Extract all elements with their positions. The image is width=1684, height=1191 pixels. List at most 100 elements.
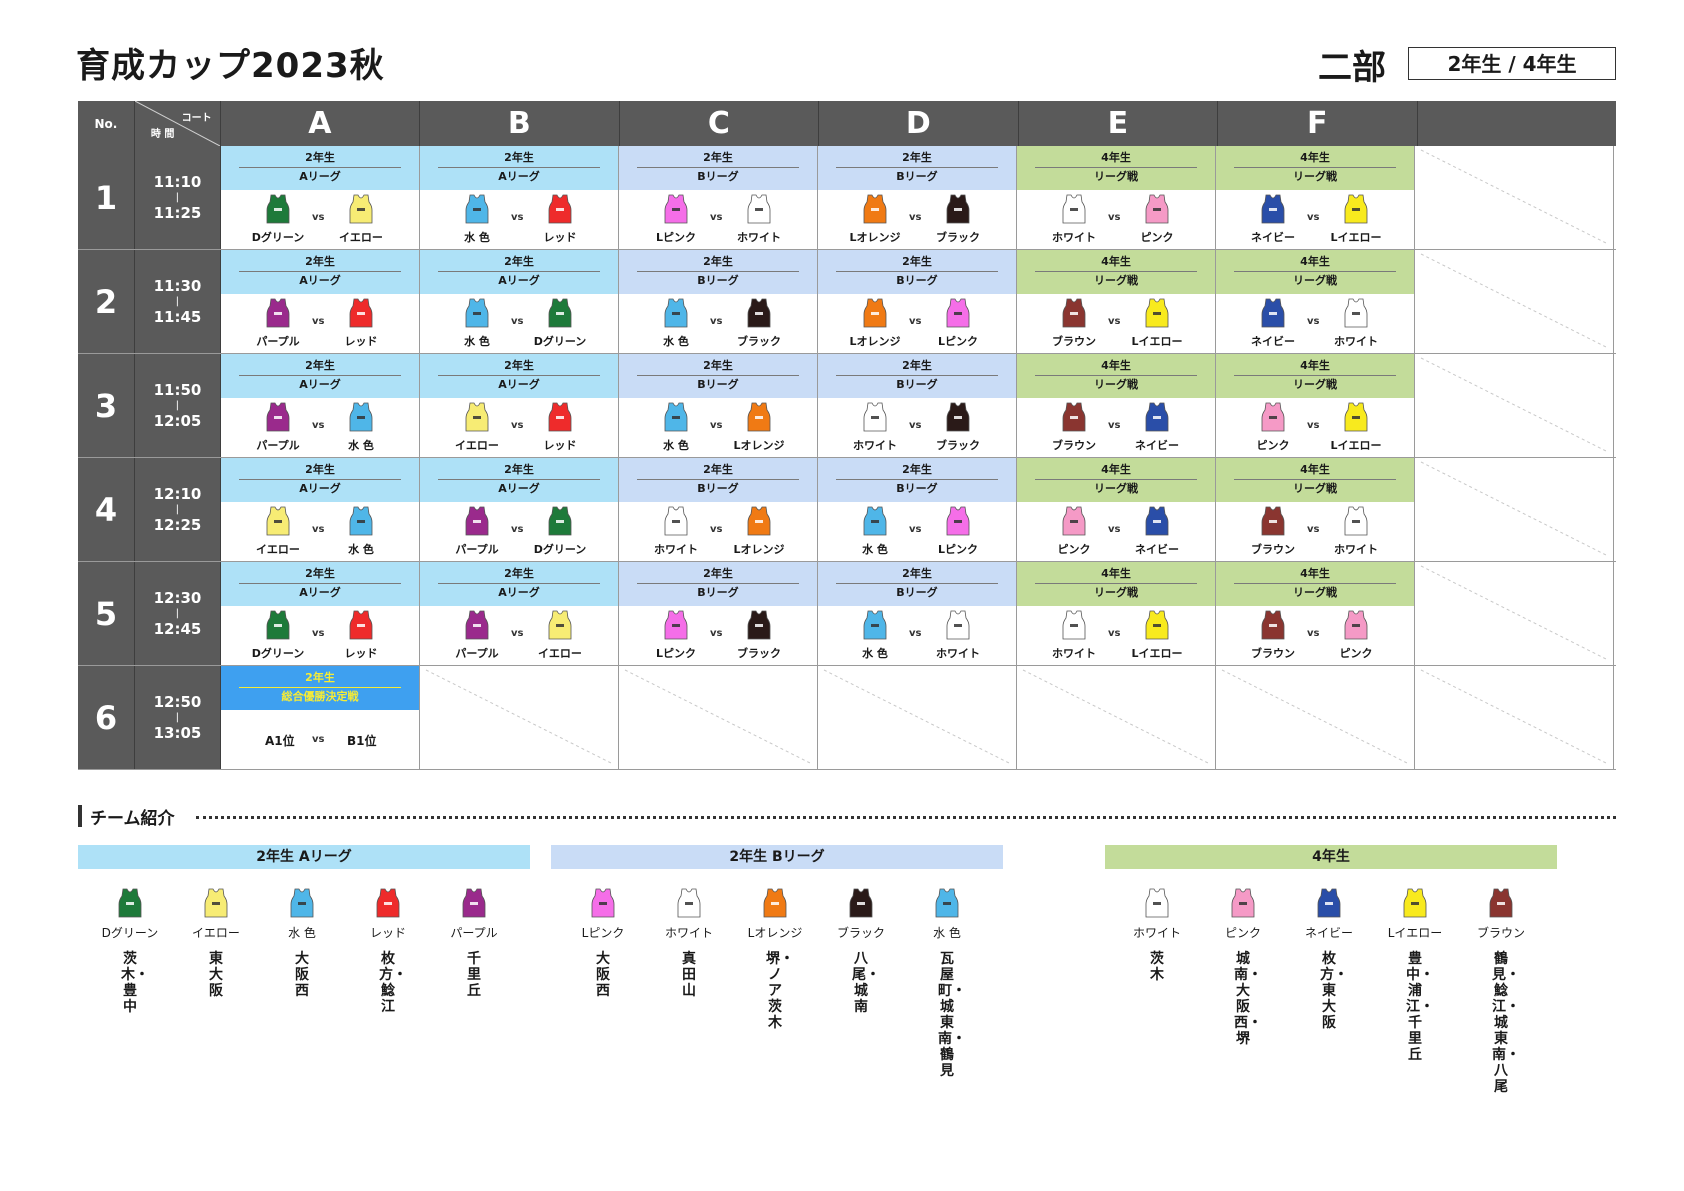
intro-team-schools: 大阪西: [295, 951, 309, 999]
match-league: リーグ戦: [1094, 378, 1138, 391]
match-league: リーグ戦: [1094, 586, 1138, 599]
jersey-icon: [1343, 298, 1369, 332]
jersey-icon: [663, 506, 689, 540]
jersey-icon: [464, 298, 490, 332]
intro-team-name: Lオレンジ: [747, 926, 803, 940]
match-body: ブラウン vs ネイビー: [1017, 398, 1215, 456]
match-header: 4年生 リーグ戦: [1017, 354, 1215, 398]
team-intro-title: チーム紹介: [90, 809, 175, 829]
row-number: 1: [78, 146, 135, 249]
match-cell: 4年生リーグ戦ホワイト vs Lイエロー: [1017, 562, 1216, 665]
schedule-row: 3 11:50 | 12:05 2年生 Aリーグ パープル vs 水 色 2年生 Aリーグ イエロー v…: [78, 354, 1616, 458]
empty-cell: [818, 666, 1017, 769]
match-header: 2年生 Aリーグ: [420, 562, 618, 606]
match-league: Aリーグ: [299, 170, 341, 183]
team-left: ブラウン: [1039, 298, 1109, 349]
jersey-icon: [1144, 888, 1170, 922]
team-left: 水 色: [442, 298, 512, 349]
match-league: Aリーグ: [498, 378, 540, 391]
match-header: 2年生 Bリーグ: [818, 354, 1016, 398]
team-right: Lピンク: [923, 298, 993, 349]
team-right: Dグリーン: [525, 506, 595, 557]
match-body: イエロー vs レッド: [420, 398, 618, 456]
match-body: イエロー vs 水 色: [221, 502, 419, 560]
jersey-icon: [1144, 506, 1170, 540]
match-cell: 2年生 Aリーグ イエロー vs レッド: [420, 354, 619, 457]
row-number: 6: [78, 666, 135, 769]
team-right: Lイエロー: [1122, 610, 1192, 661]
match-grade: 2年生: [703, 463, 733, 476]
team-name: パープル: [256, 439, 300, 452]
match-grade: 4年生: [1101, 567, 1131, 580]
time-start: 12:30: [153, 589, 202, 607]
intro-team-schools: 八尾・城南: [852, 951, 880, 1015]
match-header: 2年生 総合優勝決定戦: [221, 666, 419, 710]
team-name: Lイエロー: [1330, 439, 1382, 452]
empty-cell: [1415, 250, 1614, 353]
jersey-icon: [547, 506, 573, 540]
group-band: 4年生: [1105, 845, 1557, 869]
match-body: Dグリーン vs イエロー: [221, 190, 419, 248]
match-league: リーグ戦: [1293, 482, 1337, 495]
match-header: 2年生 Aリーグ: [221, 354, 419, 398]
team-name: ホワイト: [853, 439, 897, 452]
match-body: ホワイト vs Lオレンジ: [619, 502, 817, 560]
team-name: ブラウン: [1052, 335, 1096, 348]
vs-label: vs: [1108, 212, 1121, 223]
jersey-icon: [1144, 402, 1170, 436]
dotted-leader: [196, 816, 1616, 819]
jersey-icon: [746, 506, 772, 540]
team-left: イエロー: [243, 506, 313, 557]
match-grade: 4年生: [1101, 255, 1131, 268]
empty-diagonal: [1022, 669, 1211, 765]
match-header: 4年生 リーグ戦: [1216, 354, 1414, 398]
team-name: ホワイト: [1334, 335, 1378, 348]
intro-team-name: 水 色: [933, 926, 961, 940]
match-league: Bリーグ: [697, 170, 739, 183]
match-league: Aリーグ: [498, 274, 540, 287]
empty-diagonal: [624, 669, 813, 765]
match-body: ホワイト vs Lイエロー: [1017, 606, 1215, 664]
match-league: Aリーグ: [498, 482, 540, 495]
team-left: パープル: [442, 506, 512, 557]
match-header: 2年生 Bリーグ: [818, 146, 1016, 190]
team-left: Lピンク: [641, 610, 711, 661]
match-league: Bリーグ: [896, 482, 938, 495]
vs-label: vs: [312, 734, 325, 745]
team-right: Lイエロー: [1122, 298, 1192, 349]
jersey-icon: [945, 506, 971, 540]
team-left: ピンク: [1039, 506, 1109, 557]
header-divider: [836, 583, 998, 584]
intro-team-name: ホワイト: [1132, 926, 1181, 940]
match-cell: 2年生 総合優勝決定戦 A1位 vs B1位: [221, 666, 420, 769]
team-name: ピンク: [1140, 231, 1174, 244]
match-header: 4年生 リーグ戦: [1017, 146, 1215, 190]
team-right: ホワイト: [1321, 298, 1391, 349]
empty-diagonal: [823, 669, 1012, 765]
row-time: 11:30 | 11:45: [135, 250, 221, 353]
match-cell: 2年生 Bリーグ水 色 vs Lオレンジ: [619, 354, 818, 457]
jersey-icon: [464, 194, 490, 228]
header-divider: [637, 167, 799, 168]
jersey-icon: [348, 610, 374, 644]
team-name: ホワイト: [936, 647, 980, 660]
team-name: ピンク: [1057, 543, 1091, 556]
header-court-time: コート 時 間: [134, 101, 221, 146]
match-header: 2年生 Bリーグ: [619, 250, 817, 294]
schedule-row: 1 11:10 | 11:25 2年生 Aリーグ Dグリーン vs イエロー 2年生 Aリーグ水 色…: [78, 146, 1616, 250]
match-header: 2年生 Aリーグ: [221, 250, 419, 294]
match-body: 水 色 vs ブラック: [619, 294, 817, 352]
jersey-icon: [461, 888, 487, 922]
match-cell: 2年生 Bリーグ ホワイト vs ブラック: [818, 354, 1017, 457]
vs-label: vs: [710, 316, 723, 327]
intro-team-schools: 大阪西: [596, 951, 610, 999]
empty-cell: [619, 666, 818, 769]
match-league: リーグ戦: [1293, 274, 1337, 287]
jersey-icon: [117, 888, 143, 922]
team-name: パープル: [455, 543, 499, 556]
vs-label: vs: [312, 628, 325, 639]
team-left: ネイビー: [1238, 194, 1308, 245]
match-cell: 2年生 Aリーグ パープル vs レッド: [221, 250, 420, 353]
vs-label: vs: [312, 316, 325, 327]
intro-team-name: ブラウン: [1476, 926, 1525, 940]
